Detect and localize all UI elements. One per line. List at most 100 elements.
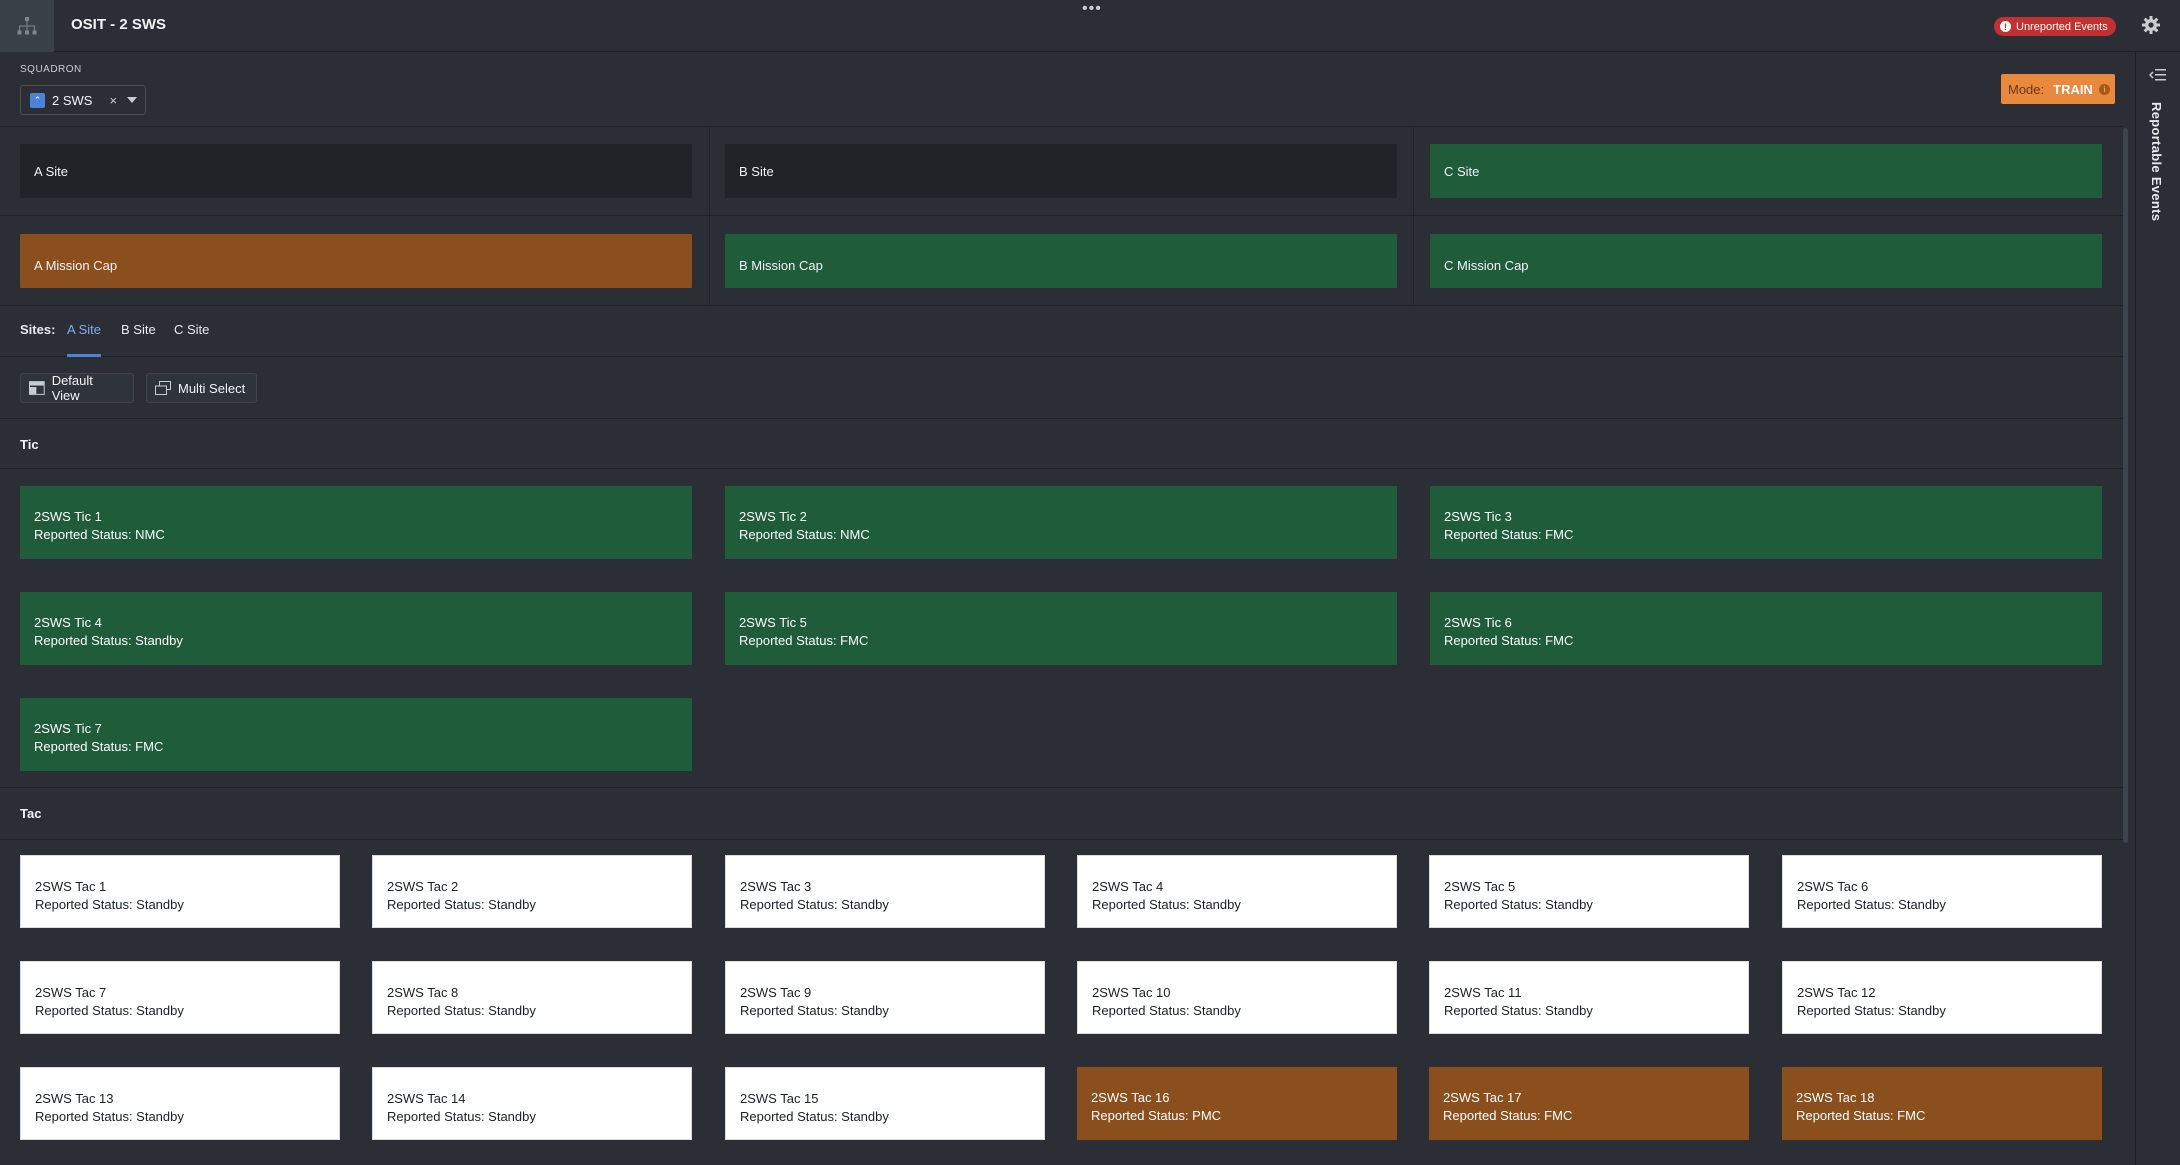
mission-cap-a[interactable]: A Mission Cap	[20, 234, 692, 288]
card-name: 2SWS Tac 2	[387, 879, 459, 894]
mode-label: Mode:	[2008, 81, 2045, 97]
site-status-b[interactable]: B Site	[725, 144, 1397, 198]
tac-card[interactable]: 2SWS Tac 9 Reported Status: Standby	[725, 961, 1045, 1034]
site-status-label: C Site	[1444, 163, 1480, 179]
tic-card[interactable]: 2SWS Tic 1 Reported Status: NMC	[20, 486, 692, 559]
default-view-label: Default View	[51, 373, 93, 403]
tic-card[interactable]: 2SWS Tic 6 Reported Status: FMC	[1430, 592, 2102, 665]
card-status: Reported Status: FMC	[1443, 1108, 1573, 1123]
tabs-label: Sites:	[20, 322, 56, 337]
tac-card[interactable]: 2SWS Tac 15 Reported Status: Standby	[725, 1067, 1045, 1140]
tac-card[interactable]: 2SWS Tac 3 Reported Status: Standby	[725, 855, 1045, 928]
squadron-value: 2 SWS	[52, 92, 93, 108]
mission-cap-label: B Mission Cap	[739, 258, 823, 273]
site-status-c[interactable]: C Site	[1430, 144, 2102, 198]
tac-card[interactable]: 2SWS Tac 7 Reported Status: Standby	[20, 961, 340, 1034]
multi-select-button[interactable]: Multi Select	[146, 373, 257, 403]
card-status: Reported Status: Standby	[35, 1109, 184, 1124]
divider	[0, 215, 2123, 216]
tic-card[interactable]: 2SWS Tic 3 Reported Status: FMC	[1430, 486, 2102, 559]
site-status-label: B Site	[739, 163, 774, 179]
mission-cap-b[interactable]: B Mission Cap	[725, 234, 1397, 288]
hierarchy-icon[interactable]	[0, 0, 54, 52]
card-name: 2SWS Tac 3	[740, 879, 812, 894]
unreported-events-badge[interactable]: ! Unreported Events	[1994, 17, 2116, 36]
drag-handle-icon[interactable]: •••	[1082, 0, 1102, 17]
unreported-events-label: Unreported Events	[2016, 20, 2108, 33]
divider	[0, 468, 2123, 469]
page-title: OSIT - 2 SWS	[71, 16, 167, 33]
card-name: 2SWS Tac 16	[1091, 1090, 1170, 1105]
multi-select-label: Multi Select	[178, 380, 246, 396]
tac-card[interactable]: 2SWS Tac 11 Reported Status: Standby	[1429, 961, 1749, 1034]
mode-badge[interactable]: Mode: TRAIN i	[2001, 74, 2115, 104]
card-name: 2SWS Tic 2	[739, 509, 807, 524]
card-status: Reported Status: Standby	[1444, 897, 1593, 912]
card-status: Reported Status: Standby	[740, 897, 889, 912]
card-status: Reported Status: NMC	[739, 527, 870, 542]
collapse-panel-icon[interactable]	[2148, 68, 2167, 82]
site-status-a[interactable]: A Site	[20, 144, 692, 198]
gear-icon[interactable]	[2140, 14, 2162, 36]
clear-icon[interactable]: ×	[109, 92, 118, 108]
card-name: 2SWS Tac 13	[35, 1091, 114, 1106]
tac-card[interactable]: 2SWS Tac 10 Reported Status: Standby	[1077, 961, 1397, 1034]
alert-icon: !	[2000, 21, 2011, 32]
vertical-scrollbar[interactable]	[2123, 128, 2128, 843]
default-view-button[interactable]: Default View	[20, 373, 134, 403]
tic-card[interactable]: 2SWS Tic 5 Reported Status: FMC	[725, 592, 1397, 665]
tac-card[interactable]: 2SWS Tac 4 Reported Status: Standby	[1077, 855, 1397, 928]
card-status: Reported Status: PMC	[1091, 1108, 1222, 1123]
squadron-select[interactable]: ⌃ 2 SWS ×	[20, 85, 146, 115]
tac-card[interactable]: 2SWS Tac 5 Reported Status: Standby	[1429, 855, 1749, 928]
divider	[0, 418, 2123, 419]
card-name: 2SWS Tic 4	[34, 615, 102, 630]
info-icon[interactable]: i	[2098, 83, 2110, 95]
card-status: Reported Status: Standby	[35, 897, 184, 912]
card-name: 2SWS Tic 5	[739, 615, 807, 630]
card-status: Reported Status: Standby	[1444, 1003, 1593, 1018]
card-status: Reported Status: NMC	[34, 527, 165, 542]
horizontal-scroll-area[interactable]	[0, 1150, 2135, 1165]
card-status: Reported Status: FMC	[1796, 1108, 1926, 1123]
layout-icon	[29, 381, 45, 395]
tab-b-site[interactable]: B Site	[121, 322, 156, 337]
tac-card[interactable]: 2SWS Tac 12 Reported Status: Standby	[1782, 961, 2102, 1034]
card-status: Reported Status: FMC	[1444, 527, 1574, 542]
card-status: Reported Status: Standby	[387, 1109, 536, 1124]
tic-card[interactable]: 2SWS Tic 2 Reported Status: NMC	[725, 486, 1397, 559]
tab-a-site[interactable]: A Site	[67, 322, 101, 337]
tac-card[interactable]: 2SWS Tac 13 Reported Status: Standby	[20, 1067, 340, 1140]
squadron-tag-icon: ⌃	[30, 92, 45, 108]
card-name: 2SWS Tac 4	[1092, 879, 1164, 894]
card-status: Reported Status: Standby	[1797, 1003, 1946, 1018]
active-tab-indicator	[67, 354, 101, 357]
tac-card[interactable]: 2SWS Tac 17 Reported Status: FMC	[1429, 1067, 1749, 1140]
tac-card[interactable]: 2SWS Tac 8 Reported Status: Standby	[372, 961, 692, 1034]
card-name: 2SWS Tac 12	[1797, 985, 1876, 1000]
card-name: 2SWS Tic 6	[1444, 615, 1512, 630]
card-status: Reported Status: Standby	[740, 1109, 889, 1124]
chevron-down-icon[interactable]	[127, 97, 138, 103]
top-bar: OSIT - 2 SWS ••• ! Unreported Events	[0, 0, 2180, 52]
mission-cap-c[interactable]: C Mission Cap	[1430, 234, 2102, 288]
tab-c-site[interactable]: C Site	[174, 322, 210, 337]
card-name: 2SWS Tac 7	[35, 985, 107, 1000]
tic-card[interactable]: 2SWS Tic 7 Reported Status: FMC	[20, 698, 692, 771]
tac-card[interactable]: 2SWS Tac 16 Reported Status: PMC	[1077, 1067, 1397, 1140]
multi-select-icon	[155, 381, 171, 395]
card-name: 2SWS Tac 18	[1796, 1090, 1875, 1105]
card-status: Reported Status: Standby	[1092, 1003, 1241, 1018]
tic-card[interactable]: 2SWS Tic 4 Reported Status: Standby	[20, 592, 692, 665]
divider	[0, 356, 2123, 357]
card-status: Reported Status: Standby	[1797, 897, 1946, 912]
tac-card[interactable]: 2SWS Tac 6 Reported Status: Standby	[1782, 855, 2102, 928]
tac-card[interactable]: 2SWS Tac 14 Reported Status: Standby	[372, 1067, 692, 1140]
divider	[0, 787, 2123, 788]
reportable-events-panel[interactable]: Reportable Events	[2135, 52, 2180, 1165]
reportable-events-label: Reportable Events	[2149, 102, 2164, 222]
tac-card[interactable]: 2SWS Tac 1 Reported Status: Standby	[20, 855, 340, 928]
tac-card[interactable]: 2SWS Tac 18 Reported Status: FMC	[1782, 1067, 2102, 1140]
card-name: 2SWS Tac 5	[1444, 879, 1516, 894]
tac-card[interactable]: 2SWS Tac 2 Reported Status: Standby	[372, 855, 692, 928]
